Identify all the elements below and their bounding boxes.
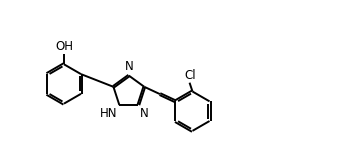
Text: N: N bbox=[140, 107, 149, 120]
Text: OH: OH bbox=[55, 41, 73, 53]
Text: N: N bbox=[125, 61, 134, 73]
Text: Cl: Cl bbox=[184, 69, 196, 82]
Text: HN: HN bbox=[100, 107, 117, 120]
